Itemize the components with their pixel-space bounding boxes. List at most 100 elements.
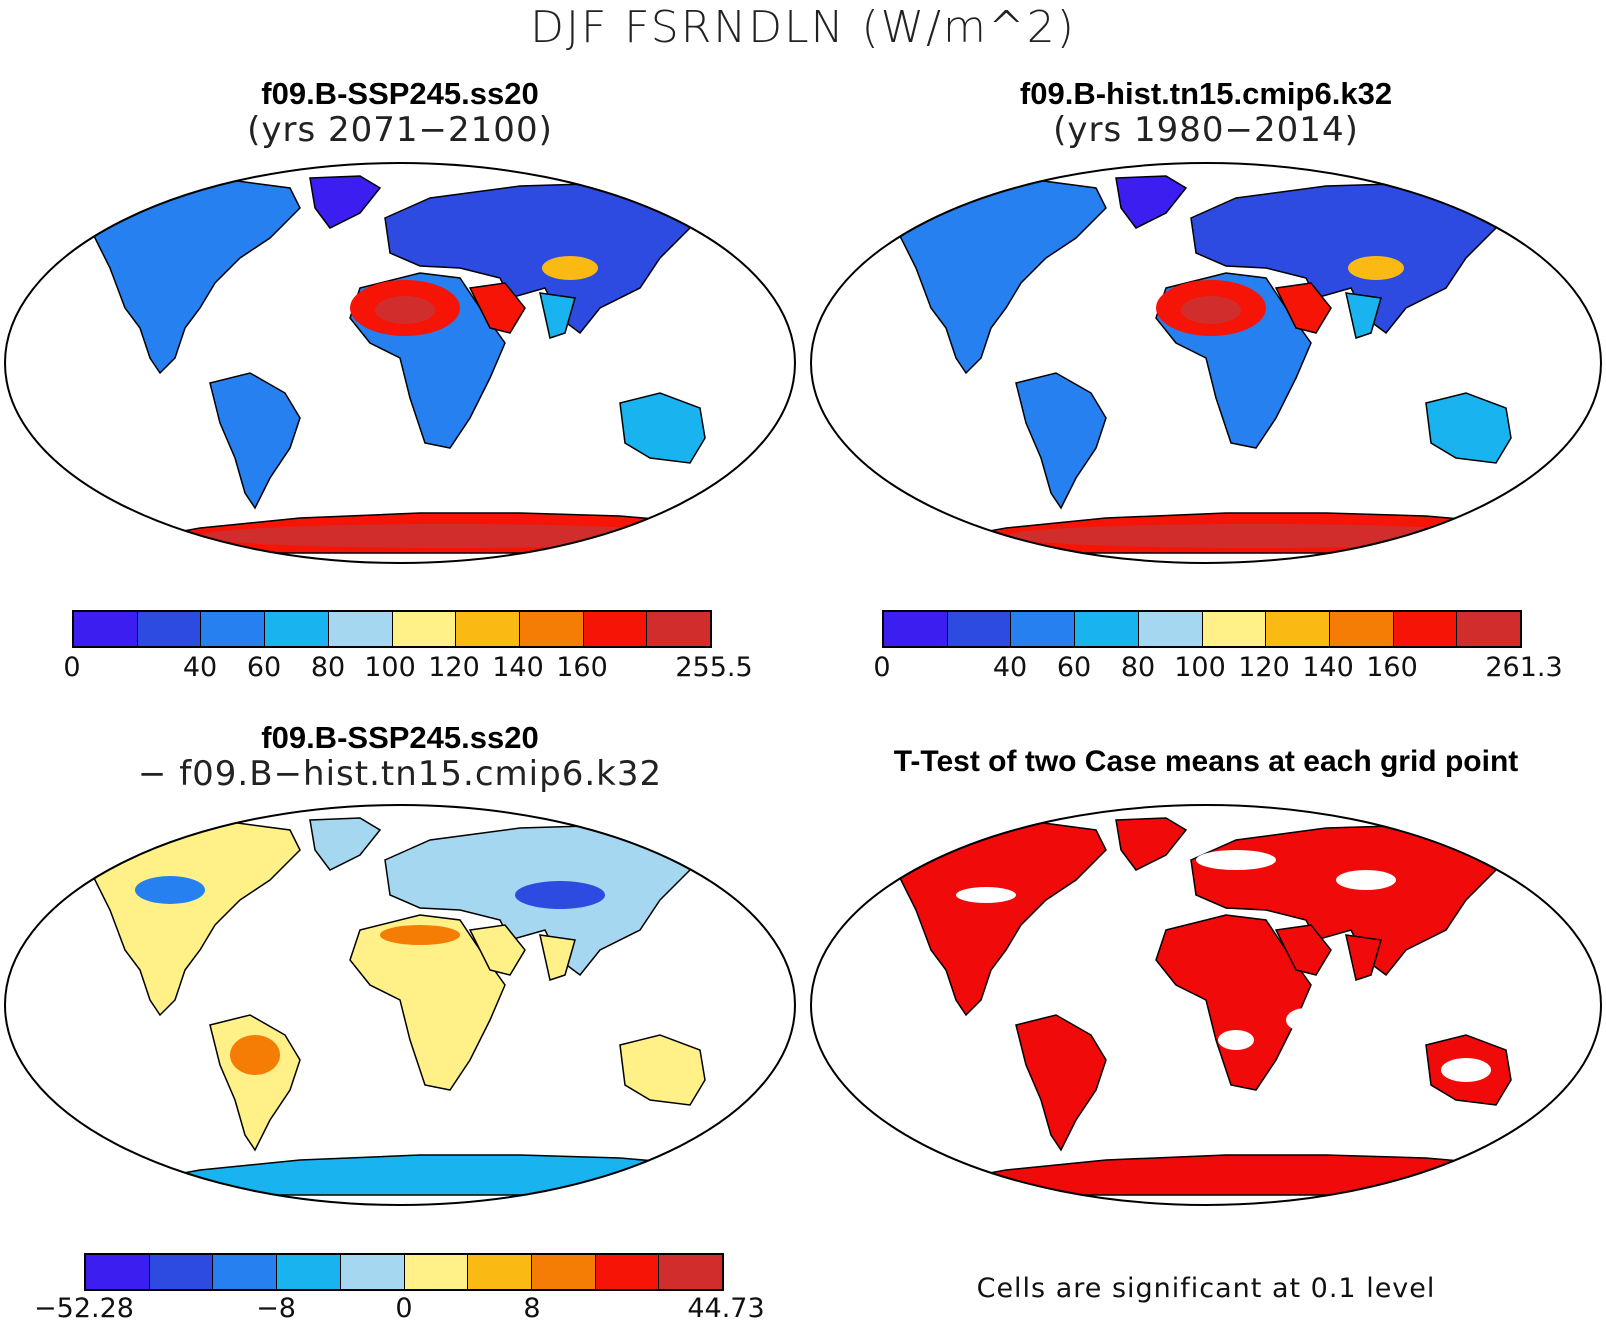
colorbar-box bbox=[1202, 612, 1267, 646]
years-label: (yrs 1980−2014) bbox=[1053, 110, 1359, 150]
colorbar-box bbox=[1393, 612, 1458, 646]
colorbar-label: 100 bbox=[364, 652, 416, 683]
tibet-hotspot bbox=[542, 256, 598, 280]
landmass-greenland bbox=[1115, 175, 1188, 229]
colorbar-label: 261.3 bbox=[1485, 652, 1563, 683]
insignificant-region bbox=[1218, 1030, 1254, 1050]
colorbar-box bbox=[277, 1255, 341, 1289]
landmass-india bbox=[539, 292, 576, 339]
difference-label: − f09.B−hist.tn15.cmip6.k32 bbox=[137, 754, 663, 794]
map-border bbox=[810, 162, 1602, 564]
colorbar-label: 44.73 bbox=[687, 1293, 765, 1324]
landmass-australia bbox=[1425, 392, 1512, 464]
colorbar-box bbox=[328, 612, 393, 646]
colorbar-box bbox=[947, 612, 1012, 646]
colorbar-box bbox=[659, 1255, 723, 1289]
colorbar-label: 160 bbox=[556, 652, 608, 683]
map-border bbox=[4, 162, 796, 564]
colorbar-box bbox=[1457, 612, 1521, 646]
landmass-arabia bbox=[1274, 282, 1332, 334]
colorbar-label: 8 bbox=[523, 1293, 541, 1324]
landmass-australia bbox=[619, 392, 706, 464]
sahara-core bbox=[375, 296, 435, 324]
landmass-arabia bbox=[468, 924, 526, 976]
tibet-hotspot bbox=[1348, 256, 1404, 280]
colorbar-box bbox=[531, 1255, 596, 1289]
insignificant-region bbox=[1286, 1008, 1326, 1032]
colorbar-label: 140 bbox=[492, 652, 544, 683]
asia-negative bbox=[515, 881, 605, 909]
landmass-india bbox=[539, 934, 576, 981]
colorbar-label: 0 bbox=[395, 1293, 413, 1324]
colorbar-label: −8 bbox=[256, 1293, 296, 1324]
colorbar-bottom-left bbox=[84, 1253, 724, 1291]
colorbar-box bbox=[1329, 612, 1394, 646]
colorbar-box bbox=[137, 612, 202, 646]
landmass-south-america bbox=[1015, 1014, 1107, 1152]
colorbar-box bbox=[1075, 612, 1139, 646]
insignificant-region bbox=[1441, 1058, 1491, 1082]
colorbar-label: 140 bbox=[1302, 652, 1354, 683]
landmass-india bbox=[1345, 934, 1382, 981]
colorbar-label: 40 bbox=[992, 652, 1028, 683]
colorbar-box bbox=[1011, 612, 1076, 646]
panel-title-top-left: f09.B-SSP245.ss20 (yrs 2071−2100) bbox=[0, 76, 800, 148]
ttest-title: T-Test of two Case means at each grid po… bbox=[893, 745, 1519, 778]
landmass-greenland bbox=[309, 817, 382, 871]
amazon-hotspot bbox=[230, 1035, 280, 1075]
landmass-greenland bbox=[1115, 817, 1188, 871]
insignificant-region bbox=[956, 887, 1016, 903]
sahara-core bbox=[1181, 296, 1241, 324]
colorbar-box bbox=[647, 612, 711, 646]
sahel-band bbox=[380, 925, 460, 945]
colorbar-label: 60 bbox=[1056, 652, 1092, 683]
years-label: (yrs 2071−2100) bbox=[247, 110, 553, 150]
landmass-africa bbox=[349, 914, 506, 1091]
colorbar-label: 120 bbox=[428, 652, 480, 683]
map-border bbox=[4, 804, 796, 1206]
insignificant-region bbox=[1336, 870, 1396, 890]
colorbar-box bbox=[213, 1255, 278, 1289]
landmass-greenland bbox=[309, 175, 382, 229]
case-name: f09.B-SSP245.ss20 bbox=[261, 76, 539, 111]
colorbar-box bbox=[86, 1255, 150, 1289]
figure-title: DJF FSRNDLN (W/m^2) bbox=[530, 2, 1076, 53]
panel-title-top-right: f09.B-hist.tn15.cmip6.k32 (yrs 1980−2014… bbox=[806, 76, 1606, 148]
significance-note: Cells are significant at 0.1 level bbox=[976, 1273, 1436, 1304]
colorbar-top-right bbox=[882, 610, 1522, 648]
colorbar-box bbox=[149, 1255, 214, 1289]
landmass-arabia bbox=[468, 282, 526, 334]
colorbar-box bbox=[583, 612, 648, 646]
colorbar-label: 160 bbox=[1366, 652, 1418, 683]
landmass-north-america bbox=[68, 179, 301, 375]
colorbar-label: 100 bbox=[1174, 652, 1226, 683]
colorbar-box bbox=[884, 612, 948, 646]
landmass-antarctica bbox=[144, 1154, 753, 1196]
case-name: f09.B-hist.tn15.cmip6.k32 bbox=[1019, 76, 1393, 111]
colorbar-box bbox=[201, 612, 266, 646]
colorbar-label: 120 bbox=[1238, 652, 1290, 683]
map-bottom-left bbox=[4, 804, 796, 1206]
map-top-right bbox=[810, 162, 1602, 564]
case-name: f09.B-SSP245.ss20 bbox=[261, 720, 539, 755]
map-bottom-right bbox=[810, 804, 1602, 1206]
colorbar-label: 0 bbox=[873, 652, 891, 683]
colorbar-label: 40 bbox=[182, 652, 218, 683]
landmass-arabia bbox=[1274, 924, 1332, 976]
colorbar-box bbox=[265, 612, 329, 646]
colorbar-box bbox=[392, 612, 457, 646]
landmass-north-america bbox=[68, 821, 301, 1017]
colorbar-box bbox=[340, 1255, 405, 1289]
colorbar-box bbox=[519, 612, 584, 646]
colorbar-box bbox=[595, 1255, 660, 1289]
panel-title-bottom-left: f09.B-SSP245.ss20 − f09.B−hist.tn15.cmip… bbox=[0, 720, 800, 792]
colorbar-box bbox=[1266, 612, 1330, 646]
landmass-india bbox=[1345, 292, 1382, 339]
colorbar-label: 80 bbox=[310, 652, 346, 683]
landmass-africa bbox=[1155, 914, 1312, 1091]
insignificant-region bbox=[1196, 850, 1276, 870]
colorbar-box bbox=[74, 612, 138, 646]
landmass-australia bbox=[619, 1034, 706, 1106]
north-america-negative bbox=[135, 876, 205, 904]
colorbar-label: 0 bbox=[63, 652, 81, 683]
